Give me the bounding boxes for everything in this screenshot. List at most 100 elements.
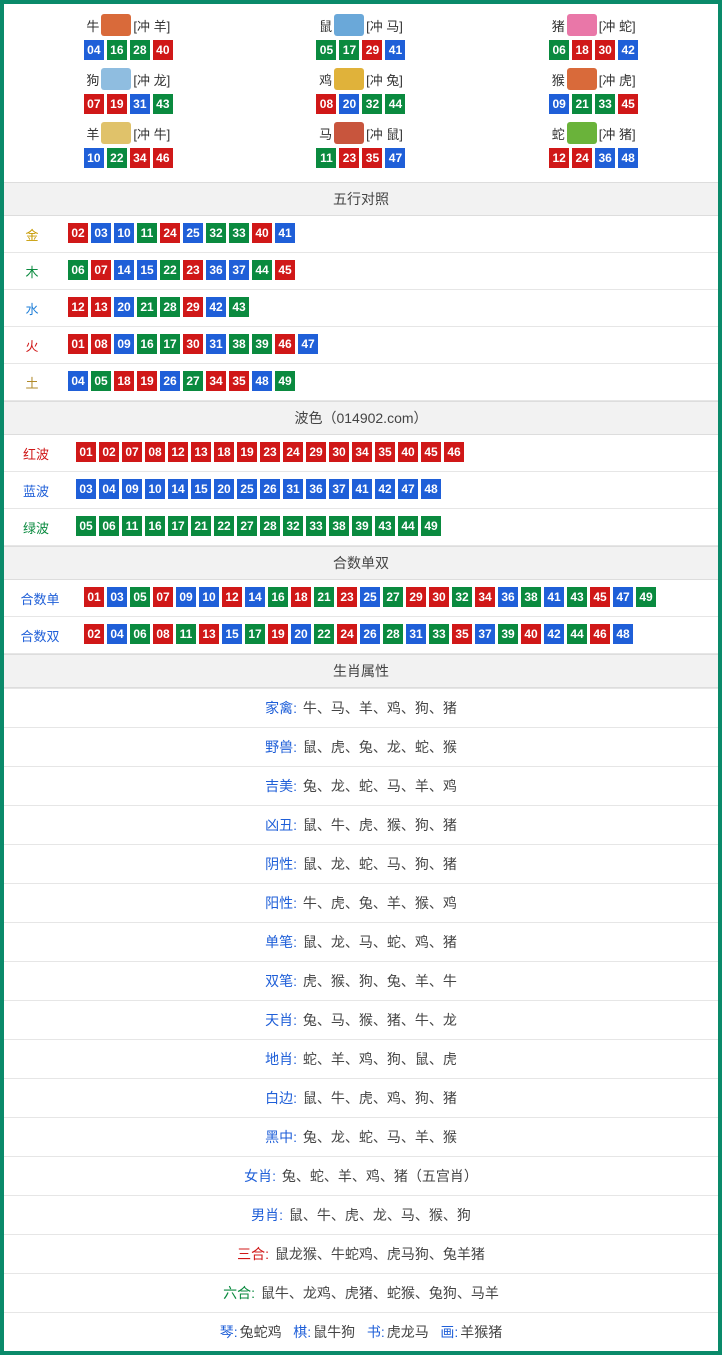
number-ball: 24 xyxy=(337,624,357,644)
attr-val: 鼠、龙、蛇、马、狗、猪 xyxy=(303,856,457,872)
attr-val: 鼠龙猴、牛蛇鸡、虎马狗、兔羊猪 xyxy=(275,1246,485,1262)
number-ball: 45 xyxy=(618,94,638,114)
number-ball: 17 xyxy=(245,624,265,644)
attr-key: 女肖: xyxy=(244,1168,276,1184)
number-ball: 02 xyxy=(84,624,104,644)
attr-row: 女肖: 兔、蛇、羊、鸡、猪（五宫肖） xyxy=(4,1156,718,1195)
number-ball: 05 xyxy=(76,516,96,536)
attr-val: 鼠、牛、虎、鸡、狗、猪 xyxy=(303,1090,457,1106)
number-ball: 11 xyxy=(137,223,157,243)
number-ball: 12 xyxy=(549,148,569,168)
zodiac-cell: 狗[冲 龙]07193143 xyxy=(12,64,245,118)
row-balls: 0102070812131819232429303435404546 xyxy=(68,435,718,472)
number-ball: 32 xyxy=(452,587,472,607)
zodiac-name: 牛 xyxy=(86,16,99,35)
number-ball: 30 xyxy=(183,334,203,354)
zodiac-icon xyxy=(334,14,364,36)
row-label: 蓝波 xyxy=(4,472,68,509)
table-row: 金02031011242532334041 xyxy=(4,216,718,253)
number-ball: 38 xyxy=(329,516,349,536)
bottom-key: 棋: xyxy=(293,1324,311,1340)
attr-val: 鼠、虎、兔、龙、蛇、猴 xyxy=(303,739,457,755)
row-label: 木 xyxy=(4,253,60,290)
number-ball: 10 xyxy=(199,587,219,607)
number-ball: 43 xyxy=(375,516,395,536)
attr-val: 虎、猴、狗、兔、羊、牛 xyxy=(303,973,457,989)
number-ball: 46 xyxy=(590,624,610,644)
number-ball: 42 xyxy=(375,479,395,499)
number-ball: 28 xyxy=(160,297,180,317)
zodiac-clash: [冲 马] xyxy=(366,16,403,35)
number-ball: 33 xyxy=(229,223,249,243)
number-ball: 27 xyxy=(183,371,203,391)
zodiac-name: 狗 xyxy=(86,70,99,89)
number-ball: 31 xyxy=(406,624,426,644)
zodiac-cell: 鸡[冲 兔]08203244 xyxy=(245,64,478,118)
attr-key: 六合: xyxy=(223,1285,255,1301)
attr-key: 家禽: xyxy=(265,700,297,716)
attr-key: 凶丑: xyxy=(265,817,297,833)
zodiac-balls: 08203244 xyxy=(247,94,476,114)
number-ball: 07 xyxy=(122,442,142,462)
number-ball: 47 xyxy=(298,334,318,354)
number-ball: 22 xyxy=(160,260,180,280)
zodiac-icon xyxy=(567,122,597,144)
number-ball: 25 xyxy=(237,479,257,499)
number-ball: 20 xyxy=(114,297,134,317)
number-ball: 19 xyxy=(107,94,127,114)
number-ball: 48 xyxy=(618,148,638,168)
number-ball: 43 xyxy=(153,94,173,114)
number-ball: 40 xyxy=(521,624,541,644)
number-ball: 35 xyxy=(229,371,249,391)
table-row: 水1213202128294243 xyxy=(4,290,718,327)
number-ball: 37 xyxy=(329,479,349,499)
section-title-bose: 波色（014902.com） xyxy=(4,401,718,435)
row-balls: 06071415222336374445 xyxy=(60,253,718,290)
number-ball: 26 xyxy=(360,624,380,644)
number-ball: 33 xyxy=(429,624,449,644)
number-ball: 01 xyxy=(76,442,96,462)
number-ball: 26 xyxy=(160,371,180,391)
table-row: 蓝波03040910141520252631363741424748 xyxy=(4,472,718,509)
attr-val: 鼠牛、龙鸡、虎猪、蛇猴、兔狗、马羊 xyxy=(261,1285,499,1301)
attr-key: 吉美: xyxy=(265,778,297,794)
zodiac-name: 猪 xyxy=(552,16,565,35)
zodiac-cell: 猴[冲 虎]09213345 xyxy=(477,64,710,118)
bottom-key: 书: xyxy=(367,1324,385,1340)
bottom-row: 琴:兔蛇鸡 棋:鼠牛狗 书:虎龙马 画:羊猴猪 xyxy=(4,1312,718,1351)
number-ball: 44 xyxy=(385,94,405,114)
number-ball: 07 xyxy=(84,94,104,114)
number-ball: 41 xyxy=(544,587,564,607)
number-ball: 05 xyxy=(91,371,111,391)
table-row: 红波0102070812131819232429303435404546 xyxy=(4,435,718,472)
attr-key: 天肖: xyxy=(265,1012,297,1028)
number-ball: 47 xyxy=(398,479,418,499)
number-ball: 22 xyxy=(214,516,234,536)
number-ball: 11 xyxy=(122,516,142,536)
number-ball: 35 xyxy=(452,624,472,644)
number-ball: 20 xyxy=(291,624,311,644)
zodiac-name: 羊 xyxy=(86,124,99,143)
number-ball: 27 xyxy=(237,516,257,536)
number-ball: 29 xyxy=(362,40,382,60)
number-ball: 48 xyxy=(421,479,441,499)
attr-val: 牛、马、羊、鸡、狗、猪 xyxy=(303,700,457,716)
number-ball: 15 xyxy=(191,479,211,499)
number-ball: 26 xyxy=(260,479,280,499)
number-ball: 15 xyxy=(222,624,242,644)
section-title-shuxing: 生肖属性 xyxy=(4,654,718,688)
number-ball: 29 xyxy=(306,442,326,462)
zodiac-cell: 牛[冲 羊]04162840 xyxy=(12,10,245,64)
number-ball: 18 xyxy=(291,587,311,607)
row-label: 绿波 xyxy=(4,509,68,546)
number-ball: 16 xyxy=(268,587,288,607)
row-label: 金 xyxy=(4,216,60,253)
number-ball: 43 xyxy=(567,587,587,607)
attr-val: 鼠、龙、马、蛇、鸡、猪 xyxy=(303,934,457,950)
number-ball: 27 xyxy=(383,587,403,607)
number-ball: 20 xyxy=(214,479,234,499)
zodiac-name: 蛇 xyxy=(552,124,565,143)
number-ball: 32 xyxy=(283,516,303,536)
number-ball: 38 xyxy=(229,334,249,354)
number-ball: 09 xyxy=(176,587,196,607)
